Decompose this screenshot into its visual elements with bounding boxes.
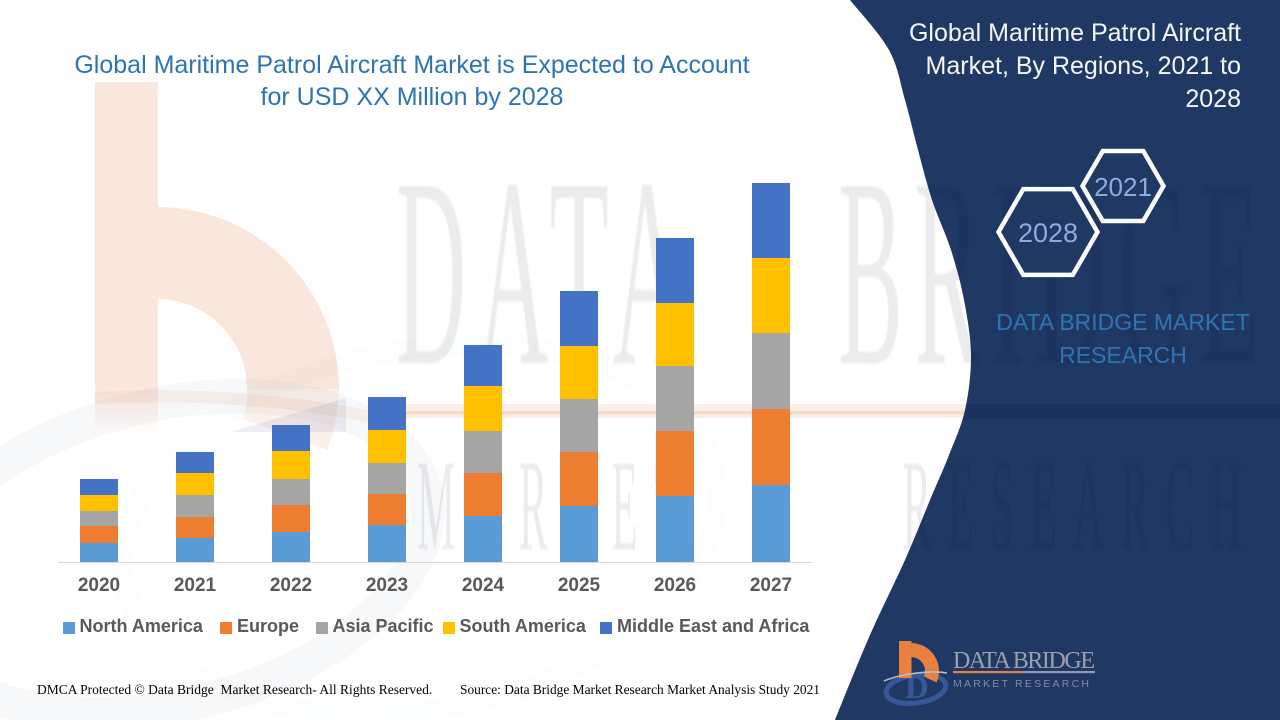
svg-text:2021: 2021 (1094, 172, 1152, 202)
svg-text:2028: 2028 (1018, 218, 1078, 248)
svg-text:MARKET RESEARCH: MARKET RESEARCH (953, 678, 1092, 690)
svg-text:D: D (905, 670, 929, 706)
svg-text:DATA BRIDGE: DATA BRIDGE (953, 648, 1095, 674)
